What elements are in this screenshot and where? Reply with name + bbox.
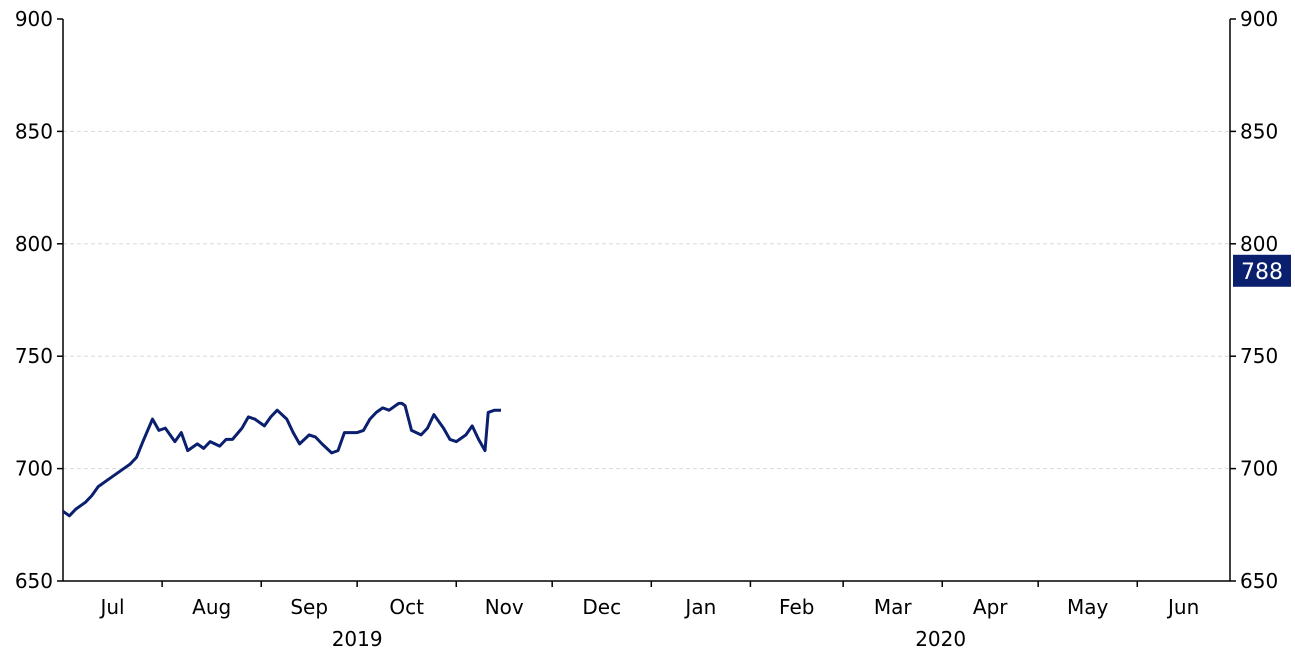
year-label: 2019: [332, 627, 383, 651]
y-tick-label: 800: [15, 232, 53, 256]
axes: [62, 19, 1231, 582]
y-tick-label: 650: [1240, 569, 1278, 593]
last-value-badge: 788: [1233, 254, 1291, 287]
month-label: Jan: [683, 595, 716, 619]
month-label: Feb: [779, 595, 814, 619]
month-label: Sep: [290, 595, 328, 619]
y-tick-label: 700: [15, 457, 53, 481]
year-label: 2020: [915, 627, 966, 651]
month-label: Aug: [192, 595, 231, 619]
month-label: Oct: [389, 595, 424, 619]
year-labels: 2019 2020: [332, 627, 966, 651]
month-label: Nov: [485, 595, 524, 619]
y-tick-label: 650: [15, 569, 53, 593]
x-tick-marks: [161, 581, 1139, 587]
y-tick-label: 750: [1240, 344, 1278, 368]
y-tick-label: 850: [15, 119, 53, 143]
y-tick-label: 800: [1240, 232, 1278, 256]
gridlines: [63, 130, 1230, 470]
y-tick-label: 900: [15, 7, 53, 31]
left-y-tick-labels: 650 700 750 800 850 900: [15, 7, 63, 593]
month-label: Jul: [98, 595, 124, 619]
month-labels: Jul Aug Sep Oct Nov Dec Jan Feb Mar Apr May Jun: [98, 595, 1199, 619]
month-label: Jun: [1166, 595, 1199, 619]
y-tick-label: 900: [1240, 7, 1278, 31]
y-tick-label: 750: [15, 344, 53, 368]
last-value-label: 788: [1241, 260, 1283, 285]
last-value-badge-bg: [1233, 254, 1291, 287]
month-label: Mar: [874, 595, 913, 619]
right-y-tick-labels: 650 700 750 800 850 900: [1230, 7, 1278, 593]
month-label: Dec: [582, 595, 621, 619]
month-label: May: [1067, 595, 1109, 619]
month-label: Apr: [973, 595, 1008, 619]
y-tick-label: 700: [1240, 457, 1278, 481]
y-tick-label: 850: [1240, 119, 1278, 143]
series-line: [62, 401, 501, 518]
